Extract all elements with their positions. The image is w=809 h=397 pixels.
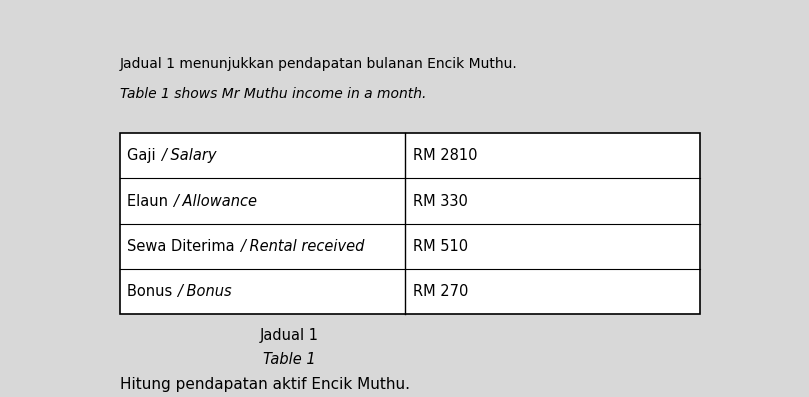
Text: Sewa Diterima: Sewa Diterima [128,239,239,254]
Text: RM 330: RM 330 [413,194,468,208]
Text: / Allowance: / Allowance [173,194,257,208]
Text: Jadual 1 menunjukkan pendapatan bulanan Encik Muthu.: Jadual 1 menunjukkan pendapatan bulanan … [120,57,518,71]
Text: / Salary: / Salary [161,148,216,163]
Text: RM 2810: RM 2810 [413,148,477,163]
Text: Jadual 1: Jadual 1 [260,328,319,343]
Text: Table 1: Table 1 [263,353,316,367]
Text: RM 510: RM 510 [413,239,468,254]
Text: Elaun: Elaun [128,194,173,208]
Text: Table 1 shows Mr Muthu income in a month.: Table 1 shows Mr Muthu income in a month… [120,87,426,101]
Text: Hitung pendapatan aktif Encik Muthu.: Hitung pendapatan aktif Encik Muthu. [120,377,410,392]
Text: Gaji: Gaji [128,148,161,163]
Text: / Bonus: / Bonus [177,284,232,299]
Text: / Rental received: / Rental received [239,239,364,254]
Text: RM 270: RM 270 [413,284,468,299]
Bar [120,133,700,314]
Text: Bonus: Bonus [128,284,177,299]
